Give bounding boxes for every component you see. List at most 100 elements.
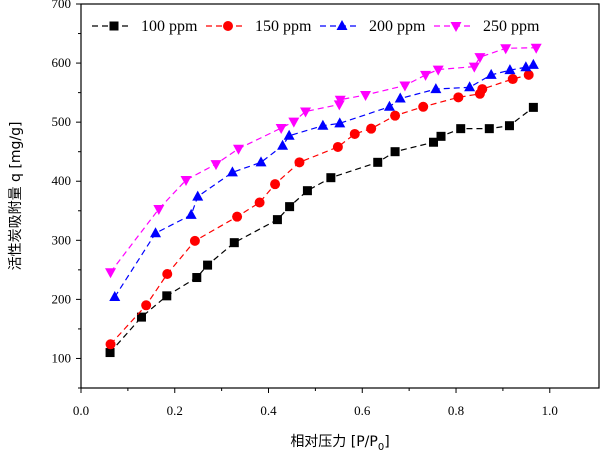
y-tick-label: 600 (52, 55, 72, 70)
data-point (332, 141, 343, 152)
data-point (285, 202, 295, 212)
y-axis-label: 活性炭吸附量 q [mg/g] (8, 122, 24, 271)
data-point (302, 186, 312, 196)
data-point (420, 70, 432, 81)
data-point (390, 147, 400, 157)
series-100-ppm (105, 102, 538, 358)
legend-label: 150 ppm (255, 18, 312, 35)
data-point (334, 117, 346, 128)
x-tick-label: 0.4 (260, 403, 277, 418)
data-point (162, 291, 172, 301)
data-point (229, 238, 239, 248)
data-point (275, 124, 287, 135)
series-line (110, 74, 529, 345)
data-point (373, 157, 383, 167)
data-point (528, 102, 538, 112)
series-200-ppm (109, 58, 539, 302)
y-tick-label: 200 (52, 291, 72, 306)
data-point (233, 144, 245, 155)
data-point (150, 227, 162, 238)
data-point (232, 211, 243, 222)
data-point (162, 268, 173, 279)
data-point (270, 179, 281, 190)
legend-marker (450, 22, 462, 32)
legend-item: 200 ppm (320, 18, 426, 35)
legend-label: 200 ppm (369, 18, 426, 35)
data-point (429, 137, 439, 147)
data-point (294, 157, 305, 168)
x-tick-label: 0.8 (448, 403, 464, 418)
y-tick-label: 500 (52, 114, 72, 129)
data-point (288, 117, 300, 128)
data-point (504, 64, 516, 75)
series-250-ppm (105, 43, 542, 279)
data-point (105, 339, 116, 350)
data-point (527, 58, 539, 69)
data-point (300, 107, 312, 118)
data-point (272, 215, 282, 225)
data-point (399, 81, 411, 92)
series-line (114, 64, 534, 298)
series-150-ppm (105, 69, 534, 350)
data-point (504, 121, 514, 131)
data-point (418, 101, 429, 112)
data-point (210, 160, 222, 171)
data-point (192, 273, 202, 283)
data-point (189, 235, 200, 246)
data-point (477, 84, 488, 95)
legend-item: 250 ppm (434, 18, 540, 35)
data-point (136, 312, 146, 322)
data-point (254, 197, 265, 208)
plot-frame (80, 3, 600, 389)
data-point (349, 128, 360, 139)
data-point (277, 139, 289, 150)
data-point (109, 291, 121, 302)
data-point (203, 260, 213, 270)
y-tick-label: 100 (52, 350, 72, 365)
x-tick-label: 0.2 (167, 403, 183, 418)
y-tick-label: 300 (52, 232, 72, 247)
data-point (500, 44, 512, 55)
data-point (326, 173, 336, 183)
data-point (430, 83, 442, 94)
data-point (390, 110, 401, 121)
legend-marker (109, 21, 119, 31)
data-point (360, 90, 372, 101)
data-point (226, 166, 238, 177)
data-point (180, 176, 192, 187)
data-point (192, 190, 204, 201)
data-point (334, 95, 346, 106)
data-point (333, 100, 345, 111)
x-tick-label: 0.6 (354, 403, 371, 418)
legend-item: 100 ppm (92, 18, 198, 35)
data-point (105, 348, 115, 358)
data-point (474, 53, 486, 64)
data-point (484, 124, 494, 134)
y-tick-label: 400 (52, 173, 72, 188)
data-point (453, 92, 464, 103)
legend-marker (336, 20, 348, 30)
legend-label: 100 ppm (141, 18, 198, 35)
data-point (432, 65, 444, 76)
data-point (383, 100, 395, 111)
data-point (283, 129, 295, 140)
series-line (110, 47, 537, 273)
data-point (366, 123, 377, 134)
x-axis-label: 相对压力 [P/P0] (290, 434, 389, 453)
data-point (394, 92, 406, 103)
x-tick-label: 1.0 (542, 403, 558, 418)
legend-marker (223, 21, 233, 31)
data-point (530, 43, 542, 54)
series-line (109, 106, 534, 353)
data-point (141, 300, 152, 311)
y-tick-label: 700 (52, 0, 72, 11)
legend-label: 250 ppm (483, 18, 540, 35)
data-point (485, 68, 497, 79)
data-point (105, 268, 117, 279)
data-point (468, 62, 480, 73)
data-point (456, 124, 466, 134)
data-point (153, 204, 165, 215)
data-point (464, 81, 476, 92)
data-point (507, 74, 518, 85)
